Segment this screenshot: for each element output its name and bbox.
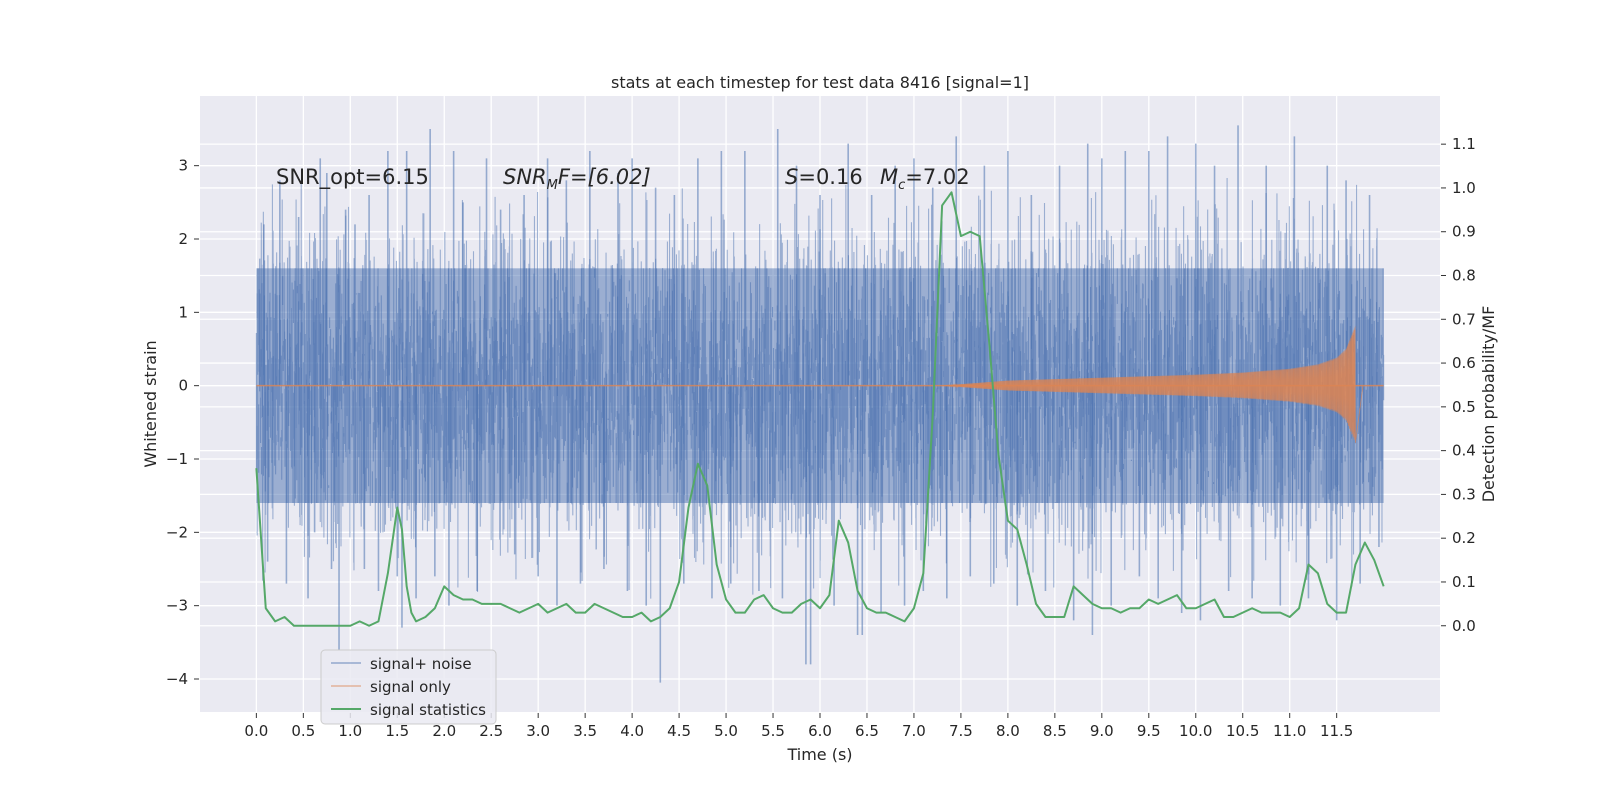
mc-subscript: c (898, 178, 905, 193)
y-left-tick-label: 1 (178, 303, 188, 321)
legend-label-signal-only: signal only (370, 678, 451, 696)
x-tick-label: 0.5 (291, 722, 315, 740)
y-right-tick-label: 0.4 (1452, 442, 1476, 460)
annotation-s: S=0.16 (785, 165, 863, 189)
x-axis-label: Time (s) (786, 745, 852, 764)
y-left-tick-label: −2 (166, 523, 188, 541)
legend-label-signal-plus-noise: signal+ noise (370, 655, 472, 673)
x-tick-label: 11.0 (1273, 722, 1306, 740)
x-tick-label: 8.0 (996, 722, 1020, 740)
x-tick-label: 6.0 (808, 722, 832, 740)
x-tick-label: 0.0 (244, 722, 268, 740)
x-tick-label: 11.5 (1320, 722, 1353, 740)
snr-mf-subscript: M (547, 178, 558, 193)
snr-mf-symbol: SNR (503, 165, 547, 189)
series-signal-statistics (255, 191, 1385, 627)
x-tick-label: 2.5 (479, 722, 503, 740)
s-symbol: S (785, 165, 798, 189)
x-tick-label: 3.0 (526, 722, 550, 740)
annotation-snr-mf: SNRMF=[6.02] (503, 165, 651, 193)
y-axis-right-label: Detection probability/MF (1479, 306, 1498, 503)
s-value: =0.16 (798, 165, 862, 189)
y-left-tick-label: −3 (166, 597, 188, 615)
x-axis-ticks: 0.0 0.5 1.0 1.5 2.0 2.5 3.0 3.5 4.0 4.5 5.0 5.5 6.0 6… (244, 713, 1353, 740)
y-axis-left-ticks: −4 −3 −2 −1 0 1 2 3 (166, 157, 199, 688)
y-left-tick-label: −4 (166, 670, 188, 688)
x-tick-label: 7.0 (902, 722, 926, 740)
mc-value: =7.02 (905, 165, 969, 189)
annotation-mc: Mc=7.02 (880, 165, 970, 193)
x-tick-label: 10.5 (1226, 722, 1259, 740)
statistics-line (255, 191, 1385, 627)
y-right-tick-label: 0.7 (1452, 310, 1476, 328)
x-tick-label: 6.5 (855, 722, 879, 740)
y-axis-left-label: Whitened strain (141, 340, 160, 467)
y-right-tick-label: 0.9 (1452, 223, 1476, 241)
x-tick-label: 3.5 (573, 722, 597, 740)
x-tick-label: 4.0 (620, 722, 644, 740)
y-right-tick-label: 0.5 (1452, 398, 1476, 416)
x-tick-label: 5.5 (761, 722, 785, 740)
y-axis-right-ticks: 0.0 0.1 0.2 0.3 0.4 0.5 0.6 0.7 0.8 0.9 1.0 1.1 (1441, 135, 1476, 635)
y-left-tick-label: 3 (178, 157, 188, 175)
x-tick-label: 10.0 (1179, 722, 1212, 740)
x-tick-label: 1.5 (385, 722, 409, 740)
x-tick-label: 7.5 (949, 722, 973, 740)
x-tick-label: 9.0 (1090, 722, 1114, 740)
y-left-tick-label: 0 (178, 377, 188, 395)
annotation-snr-opt: SNR_opt=6.15 (276, 165, 429, 190)
y-right-tick-label: 0.3 (1452, 485, 1476, 503)
signal-chirp-trace (942, 329, 1364, 443)
y-right-tick-label: 0.8 (1452, 267, 1476, 285)
chart-title: stats at each timestep for test data 841… (611, 73, 1029, 92)
y-left-tick-label: −1 (166, 450, 188, 468)
x-tick-label: 2.0 (432, 722, 456, 740)
y-right-tick-label: 1.0 (1452, 179, 1476, 197)
mc-symbol: M (880, 165, 898, 189)
y-right-tick-label: 0.1 (1452, 573, 1476, 591)
series-signal-only (256, 325, 1384, 443)
x-tick-label: 1.0 (338, 722, 362, 740)
snr-mf-value: F=[6.02] (558, 165, 651, 189)
x-tick-label: 4.5 (667, 722, 691, 740)
x-tick-label: 5.0 (714, 722, 738, 740)
y-left-tick-label: 2 (178, 230, 188, 248)
legend-label-signal-statistics: signal statistics (370, 701, 486, 719)
noise-spikes-texture (256, 177, 1383, 599)
legend-frame (320, 649, 497, 725)
y-right-tick-label: 0.0 (1452, 617, 1476, 635)
x-tick-label: 9.5 (1137, 722, 1161, 740)
y-right-tick-label: 1.1 (1452, 135, 1476, 153)
y-right-tick-label: 0.2 (1452, 529, 1476, 547)
y-right-tick-label: 0.6 (1452, 354, 1476, 372)
x-tick-label: 8.5 (1043, 722, 1067, 740)
legend: signal+ noise signal only signal statist… (320, 649, 497, 725)
